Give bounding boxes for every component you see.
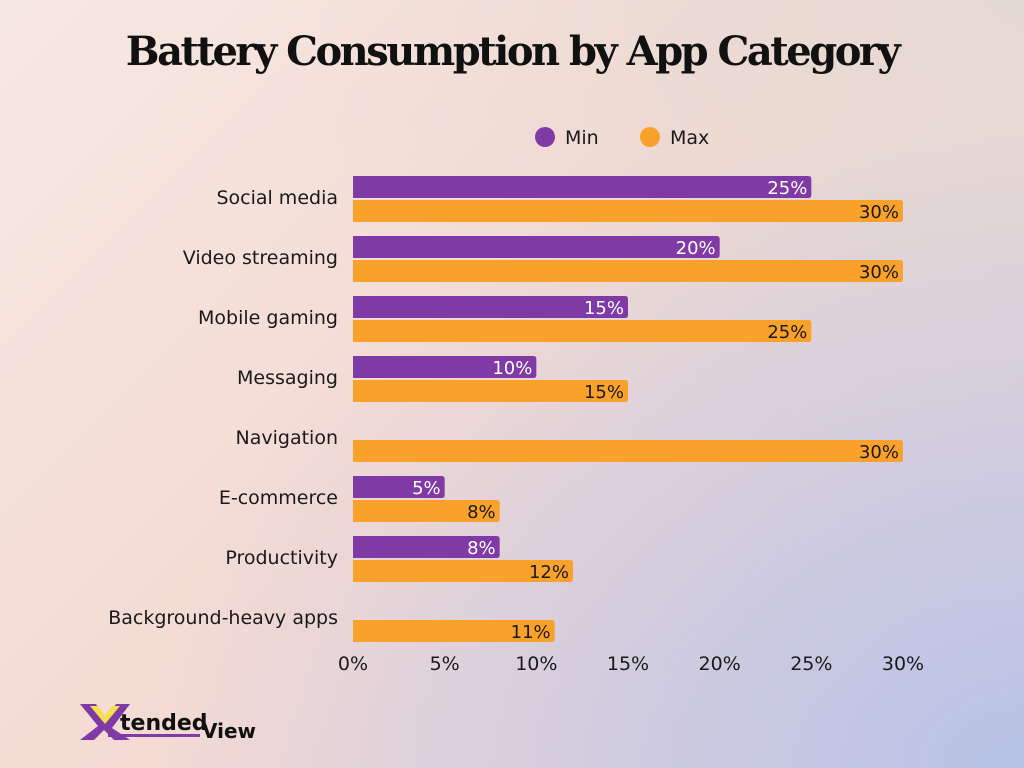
legend-label-max: Max <box>670 127 709 149</box>
x-tick-label: 30% <box>882 653 924 675</box>
bar-max <box>353 260 903 282</box>
x-tick-label: 0% <box>338 653 368 675</box>
data-label: 5% <box>412 478 441 499</box>
data-label: 30% <box>859 262 899 283</box>
category-label: Navigation <box>236 427 338 449</box>
bar-max <box>353 500 500 522</box>
bar-min <box>353 536 500 558</box>
data-label: 8% <box>467 538 496 559</box>
data-label: 30% <box>859 442 899 463</box>
category-label: Background-heavy apps <box>108 607 338 629</box>
legend-marker-max <box>640 127 660 147</box>
data-label: 8% <box>467 502 496 523</box>
x-tick-label: 10% <box>515 653 557 675</box>
data-label: 15% <box>584 298 624 319</box>
bar-min <box>353 356 537 378</box>
category-label: Social media <box>216 187 338 209</box>
data-label: 10% <box>492 358 532 379</box>
bar-max <box>353 440 903 462</box>
data-label: 25% <box>767 178 807 199</box>
data-label: 15% <box>584 382 624 403</box>
bar-min <box>353 476 445 498</box>
category-label: E-commerce <box>219 487 338 509</box>
chart-title: Battery Consumption by App Category <box>125 28 901 75</box>
bar-min <box>353 176 812 198</box>
svg-text:tended: tended <box>120 711 208 736</box>
bar-max <box>353 560 573 582</box>
x-tick-label: 15% <box>607 653 649 675</box>
data-label: 30% <box>859 202 899 223</box>
bar-max <box>353 620 555 642</box>
category-label: Video streaming <box>183 247 338 269</box>
bar-max <box>353 320 812 342</box>
legend-marker-min <box>535 127 555 147</box>
bar-min <box>353 296 628 318</box>
data-label: 11% <box>511 622 551 643</box>
category-label: Productivity <box>225 547 338 569</box>
category-label: Mobile gaming <box>198 307 338 329</box>
data-label: 25% <box>767 322 807 343</box>
x-tick-label: 20% <box>699 653 741 675</box>
bar-min <box>353 236 720 258</box>
x-tick-label: 5% <box>430 653 460 675</box>
data-label: 12% <box>529 562 569 583</box>
category-label: Messaging <box>237 367 338 389</box>
svg-text:View: View <box>202 719 256 743</box>
x-tick-label: 25% <box>790 653 832 675</box>
legend-label-min: Min <box>565 127 599 149</box>
data-label: 20% <box>676 238 716 259</box>
bar-max <box>353 200 903 222</box>
bar-max <box>353 380 628 402</box>
xtendedview-logo: tended View <box>78 700 268 748</box>
